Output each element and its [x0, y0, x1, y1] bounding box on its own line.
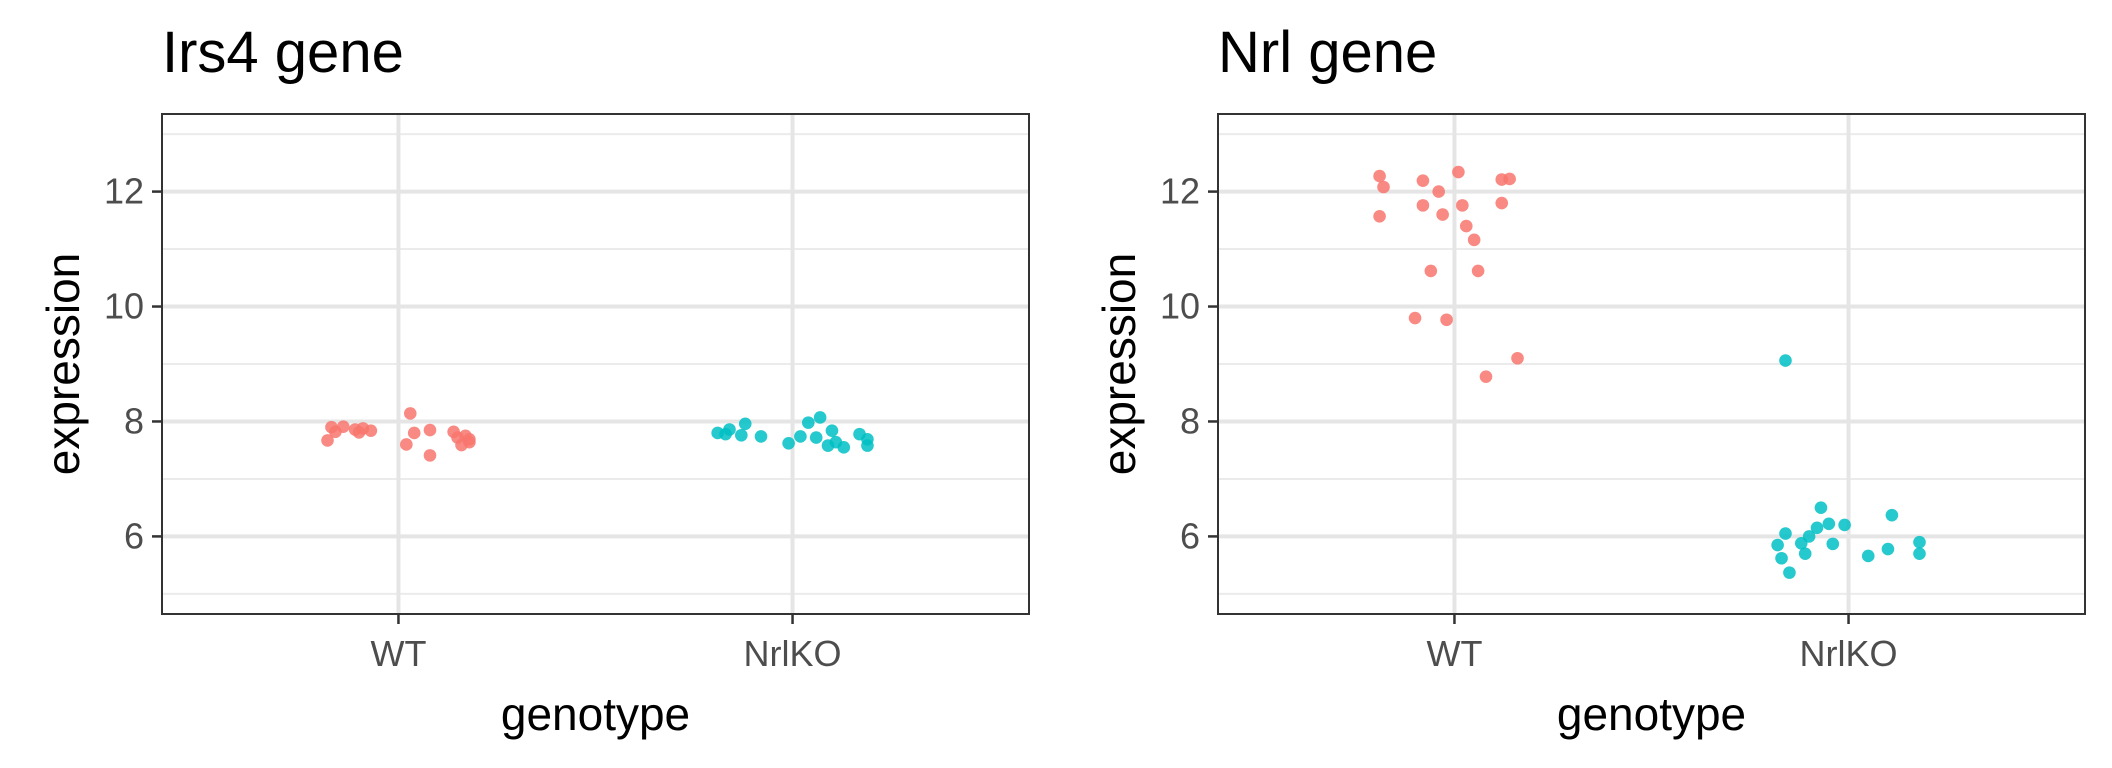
nrl-chart-panel: Nrl gene 6 8 10 12 WT NrlKO genotype expressi…: [1093, 20, 2086, 740]
nrl-point-nrlko: [1885, 508, 1899, 522]
irs4-point-nrlko: [738, 417, 752, 431]
irs4-y-tick-label: 6: [124, 515, 144, 556]
nrl-point-nrlko: [1798, 547, 1812, 560]
irs4-point-wt: [400, 438, 413, 451]
nrl-point-wt: [1511, 351, 1524, 365]
irs4-point-wt: [403, 407, 417, 420]
irs4-x-tick-label-nrlko: NrlKO: [744, 633, 842, 674]
nrl-y-axis-title: expression: [1093, 253, 1145, 475]
irs4-point-nrlko: [861, 439, 874, 452]
nrl-point-nrlko: [1810, 521, 1824, 535]
irs4-x-tick-label-wt: WT: [370, 633, 426, 674]
irs4-y-axis-title: expression: [37, 253, 89, 475]
nrl-point-nrlko: [1802, 530, 1816, 543]
nrl-point-nrlko: [1771, 538, 1784, 552]
nrl-point-nrlko: [1913, 547, 1926, 560]
nrl-point-wt: [1424, 264, 1438, 278]
nrl-panel-border: [1217, 113, 2086, 615]
irs4-point-nrlko: [794, 430, 807, 443]
nrl-point-nrlko: [1783, 566, 1796, 579]
nrl-point-wt: [1503, 172, 1516, 186]
nrl-point-wt: [1436, 208, 1449, 221]
irs4-panel-border: [161, 113, 1030, 615]
irs4-point-wt: [321, 434, 334, 447]
nrl-x-axis-title: genotype: [1557, 688, 1746, 740]
nrl-point-wt: [1408, 311, 1422, 325]
irs4-point-wt: [423, 423, 437, 437]
nrl-data-points: [1373, 165, 1926, 579]
irs4-point-wt: [463, 432, 476, 446]
nrl-point-wt: [1416, 199, 1430, 212]
nrl-point-wt: [1467, 233, 1481, 247]
irs4-point-nrlko: [813, 411, 827, 424]
nrl-point-wt: [1440, 313, 1453, 327]
nrl-y-tick-label: 8: [1180, 400, 1200, 441]
nrl-point-nrlko: [1838, 518, 1851, 532]
irs4-point-nrlko: [825, 424, 839, 437]
irs4-chart-panel: Irs4 gene 6 8 10 12 WT NrlKO genotype express…: [37, 20, 1030, 740]
nrl-point-wt: [1495, 196, 1509, 210]
nrl-point-wt: [1471, 264, 1485, 278]
nrl-point-nrlko: [1814, 501, 1828, 514]
irs4-y-tick-label: 12: [104, 171, 144, 212]
nrl-point-nrlko: [1775, 551, 1788, 565]
nrl-point-nrlko: [1779, 354, 1792, 367]
nrl-point-wt: [1459, 219, 1473, 233]
irs4-point-nrlko: [782, 437, 795, 450]
nrl-point-wt: [1479, 370, 1493, 383]
nrl-point-wt: [1373, 169, 1386, 183]
irs4-y-tick-label: 10: [104, 286, 144, 327]
irs4-point-wt: [407, 426, 421, 440]
nrl-point-nrlko: [1881, 542, 1895, 556]
irs4-point-nrlko: [837, 441, 851, 454]
irs4-point-nrlko: [809, 431, 823, 444]
nrl-point-nrlko: [1861, 549, 1875, 563]
nrl-gridlines: [1218, 114, 2085, 614]
irs4-x-axis-title: genotype: [501, 688, 690, 740]
irs4-point-nrlko: [754, 430, 768, 443]
irs4-data-points: [321, 407, 874, 462]
irs4-point-nrlko: [723, 423, 736, 436]
irs4-gridlines: [162, 114, 1029, 614]
nrl-point-nrlko: [1779, 527, 1792, 540]
nrl-point-wt: [1452, 165, 1465, 179]
irs4-chart-title: Irs4 gene: [162, 20, 404, 85]
irs4-y-tick-label: 8: [124, 400, 144, 441]
nrl-point-nrlko: [1913, 535, 1926, 549]
nrl-point-wt: [1456, 199, 1469, 212]
nrl-x-tick-label-nrlko: NrlKO: [1800, 633, 1898, 674]
nrl-point-wt: [1373, 209, 1386, 223]
nrl-point-wt: [1377, 180, 1390, 194]
nrl-y-tick-label: 10: [1160, 286, 1200, 327]
nrl-point-nrlko: [1822, 517, 1836, 531]
nrl-chart-title: Nrl gene: [1218, 20, 1437, 85]
nrl-point-wt: [1416, 174, 1430, 187]
nrl-point-nrlko: [1826, 537, 1840, 551]
irs4-point-wt: [423, 449, 437, 462]
nrl-axis-ticks: 6 8 10 12 WT NrlKO: [1160, 171, 1898, 674]
irs4-point-wt: [364, 424, 378, 437]
nrl-y-tick-label: 12: [1160, 171, 1200, 212]
irs4-point-nrlko: [802, 416, 815, 429]
irs4-point-wt: [336, 420, 350, 433]
irs4-axis-ticks: 6 8 10 12 WT NrlKO: [104, 171, 842, 674]
nrl-x-tick-label-wt: WT: [1426, 633, 1482, 674]
nrl-y-tick-label: 6: [1180, 515, 1200, 556]
irs4-point-nrlko: [735, 428, 748, 442]
nrl-point-wt: [1432, 185, 1445, 198]
